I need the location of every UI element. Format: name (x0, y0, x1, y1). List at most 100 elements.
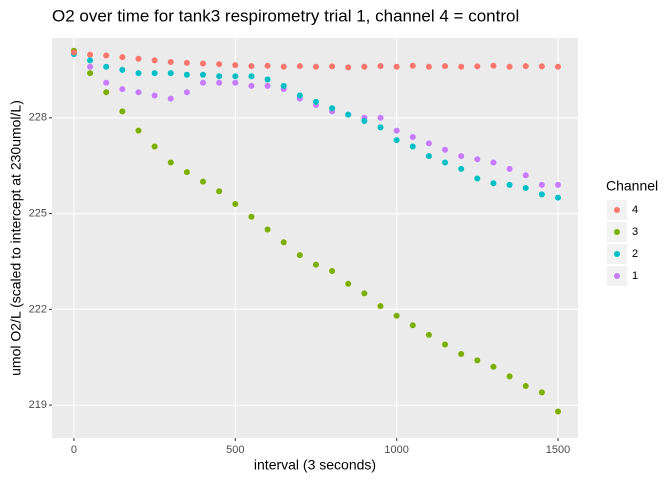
y-tick-label: 225 (29, 207, 47, 219)
point (361, 290, 368, 297)
point (425, 331, 432, 338)
point (103, 79, 110, 86)
point (87, 51, 94, 58)
point (377, 114, 384, 121)
point (87, 63, 94, 70)
point (506, 165, 513, 172)
legend-marker (614, 273, 620, 279)
point (490, 363, 497, 370)
point (442, 63, 449, 70)
point (474, 156, 481, 163)
x-tick-label: 500 (226, 444, 244, 456)
point (183, 59, 190, 66)
point (280, 63, 287, 70)
legend-title: Channel (606, 178, 658, 194)
point (167, 70, 174, 77)
point (232, 62, 239, 69)
point (135, 55, 142, 62)
point (329, 63, 336, 70)
legend-marker (614, 229, 620, 235)
point (216, 73, 223, 80)
point (200, 60, 207, 67)
point (296, 252, 303, 259)
y-tick-label: 228 (29, 112, 47, 124)
point (216, 79, 223, 86)
point (393, 137, 400, 144)
point (103, 52, 110, 59)
point (183, 71, 190, 78)
plot-panel (52, 38, 578, 438)
point (232, 79, 239, 86)
point (538, 389, 545, 396)
point (119, 86, 126, 93)
point (167, 95, 174, 102)
point (119, 66, 126, 73)
point (425, 63, 432, 70)
point (296, 63, 303, 70)
point (393, 63, 400, 70)
point (425, 153, 432, 160)
point (442, 341, 449, 348)
y-tick-label: 219 (29, 399, 47, 411)
x-tick-label: 1500 (546, 444, 570, 456)
point (377, 63, 384, 70)
point (554, 408, 561, 415)
x-axis-title: interval (3 seconds) (254, 457, 376, 473)
point (103, 63, 110, 70)
chart-title: O2 over time for tank3 respirometry tria… (52, 6, 519, 25)
point (425, 140, 432, 147)
point (506, 181, 513, 188)
point (458, 153, 465, 160)
point (329, 105, 336, 112)
point (345, 64, 352, 71)
legend-marker (614, 207, 620, 213)
point (248, 73, 255, 80)
point (280, 82, 287, 89)
point (377, 303, 384, 310)
legend-label: 4 (632, 204, 638, 216)
point (474, 175, 481, 182)
point (200, 71, 207, 78)
point (506, 373, 513, 380)
point (135, 89, 142, 96)
point (264, 82, 271, 89)
point (458, 63, 465, 70)
point (522, 382, 529, 389)
point (490, 62, 497, 69)
point (167, 58, 174, 65)
point (312, 261, 319, 268)
point (377, 124, 384, 131)
point (474, 63, 481, 70)
legend-marker (614, 251, 620, 257)
point (329, 268, 336, 275)
point (248, 63, 255, 70)
legend-label: 3 (632, 226, 638, 238)
point (119, 108, 126, 115)
x-tick-label: 1000 (384, 444, 408, 456)
point (490, 159, 497, 166)
point (522, 63, 529, 70)
point (151, 143, 158, 150)
point (103, 89, 110, 96)
y-tick-label: 222 (29, 303, 47, 315)
point (119, 54, 126, 61)
legend-label: 2 (632, 248, 638, 260)
point (200, 79, 207, 86)
legend-label: 1 (632, 270, 638, 282)
point (87, 70, 94, 77)
point (264, 62, 271, 69)
point (554, 63, 561, 70)
point (409, 62, 416, 69)
point (442, 159, 449, 166)
point (393, 312, 400, 319)
point (409, 322, 416, 329)
point (312, 98, 319, 105)
y-axis-title: umol O2/L (scaled to intercept at 230umo… (8, 100, 24, 376)
point (554, 181, 561, 188)
point (280, 239, 287, 246)
point (167, 159, 174, 166)
point (248, 213, 255, 220)
point (135, 70, 142, 77)
point (135, 127, 142, 134)
point (216, 61, 223, 68)
